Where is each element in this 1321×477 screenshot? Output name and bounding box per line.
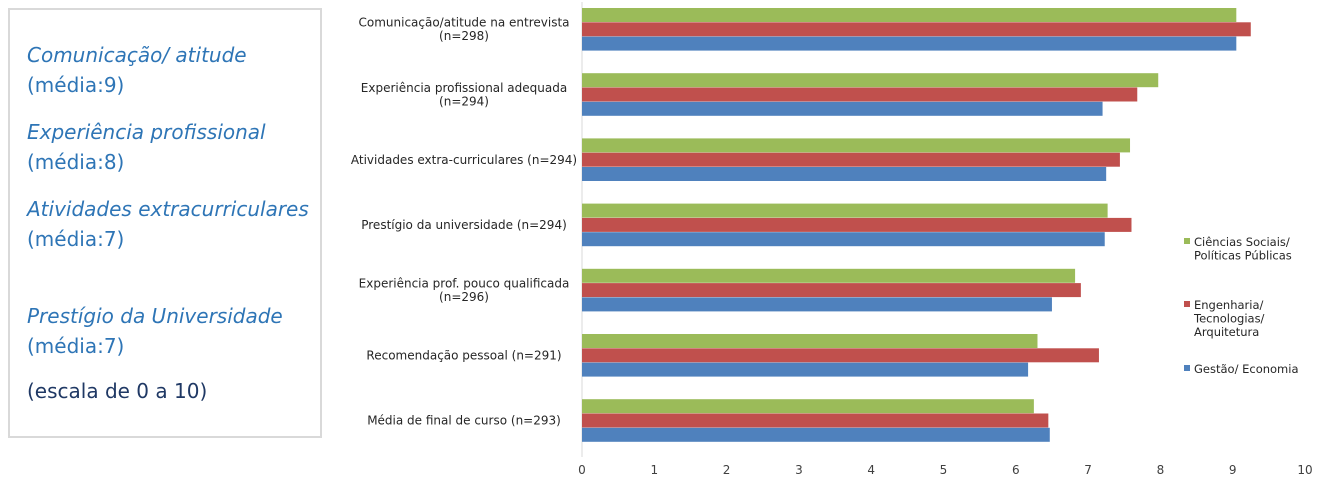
category-label: Experiência prof. pouco qualificada — [359, 277, 570, 291]
bar — [582, 334, 1038, 348]
legend-label: Arquitetura — [1194, 325, 1259, 339]
summary-panel: Comunicação/ atitude (média:9) Experiênc… — [8, 8, 322, 438]
category-label: Comunicação/atitude na entrevista — [358, 16, 569, 30]
category-label: Experiência profissional adequada — [361, 81, 567, 95]
category-label: (n=294) — [439, 94, 489, 108]
bar — [582, 87, 1138, 102]
legend-label: Tecnologias/ — [1193, 312, 1265, 326]
x-tick-label: 1 — [650, 463, 658, 477]
category-label: Prestígio da universidade (n=294) — [361, 218, 567, 232]
x-tick-label: 4 — [867, 463, 875, 477]
x-tick-label: 10 — [1297, 463, 1312, 477]
category-label: Atividades extra-curriculares (n=294) — [351, 153, 577, 167]
bar — [582, 73, 1159, 88]
x-tick-label: 7 — [1084, 463, 1092, 477]
x-tick-label: 3 — [795, 463, 803, 477]
bar — [582, 283, 1081, 298]
legend-label: Gestão/ Economia — [1194, 362, 1299, 376]
legend-label: Engenharia/ — [1194, 298, 1264, 312]
bar — [582, 138, 1131, 153]
summary-item: Atividades extracurriculares (média:7) — [27, 194, 317, 254]
category-label: (n=298) — [439, 29, 489, 43]
bar — [582, 232, 1105, 247]
bar — [582, 217, 1132, 232]
bar — [582, 268, 1076, 283]
legend-label: Ciências Sociais/ — [1194, 235, 1290, 249]
bar — [582, 8, 1237, 22]
x-tick-label: 5 — [940, 463, 948, 477]
summary-title: Atividades extracurriculares — [27, 197, 309, 221]
summary-mean: (média:7) — [27, 334, 125, 358]
bar — [582, 36, 1237, 51]
bar — [582, 362, 1029, 377]
scale-note: (escala de 0 a 10) — [27, 379, 208, 403]
category-label: Média de final de curso (n=293) — [367, 414, 561, 428]
bar — [582, 203, 1108, 218]
legend-swatch — [1184, 365, 1190, 371]
bar — [582, 427, 1050, 442]
summary-mean: (média:7) — [27, 227, 125, 251]
bar — [582, 297, 1052, 312]
category-label: Recomendação pessoal (n=291) — [366, 348, 561, 362]
bar — [582, 167, 1107, 181]
x-tick-label: 8 — [1157, 463, 1165, 477]
legend-label: Políticas Públicas — [1194, 249, 1292, 263]
bar — [582, 413, 1049, 428]
bar — [582, 22, 1251, 37]
x-tick-label: 2 — [723, 463, 731, 477]
bar — [582, 399, 1034, 414]
x-tick-label: 0 — [578, 463, 586, 477]
summary-title: Experiência profissional — [27, 120, 266, 144]
summary-item: Prestígio da Universidade (média:7) — [27, 301, 317, 361]
summary-title: Prestígio da Universidade — [27, 304, 283, 328]
category-label: (n=296) — [439, 290, 489, 304]
bar — [582, 348, 1099, 363]
bar — [582, 152, 1120, 167]
bar — [582, 101, 1103, 116]
legend-swatch — [1184, 238, 1190, 244]
summary-mean: (média:9) — [27, 73, 125, 97]
x-tick-label: 9 — [1229, 463, 1237, 477]
legend-swatch — [1184, 301, 1190, 307]
summary-item: Experiência profissional (média:8) — [27, 117, 317, 177]
x-tick-label: 6 — [1012, 463, 1020, 477]
summary-title: Comunicação/ atitude — [27, 43, 247, 67]
summary-item: Comunicação/ atitude (média:9) — [27, 40, 317, 100]
summary-mean: (média:8) — [27, 150, 125, 174]
